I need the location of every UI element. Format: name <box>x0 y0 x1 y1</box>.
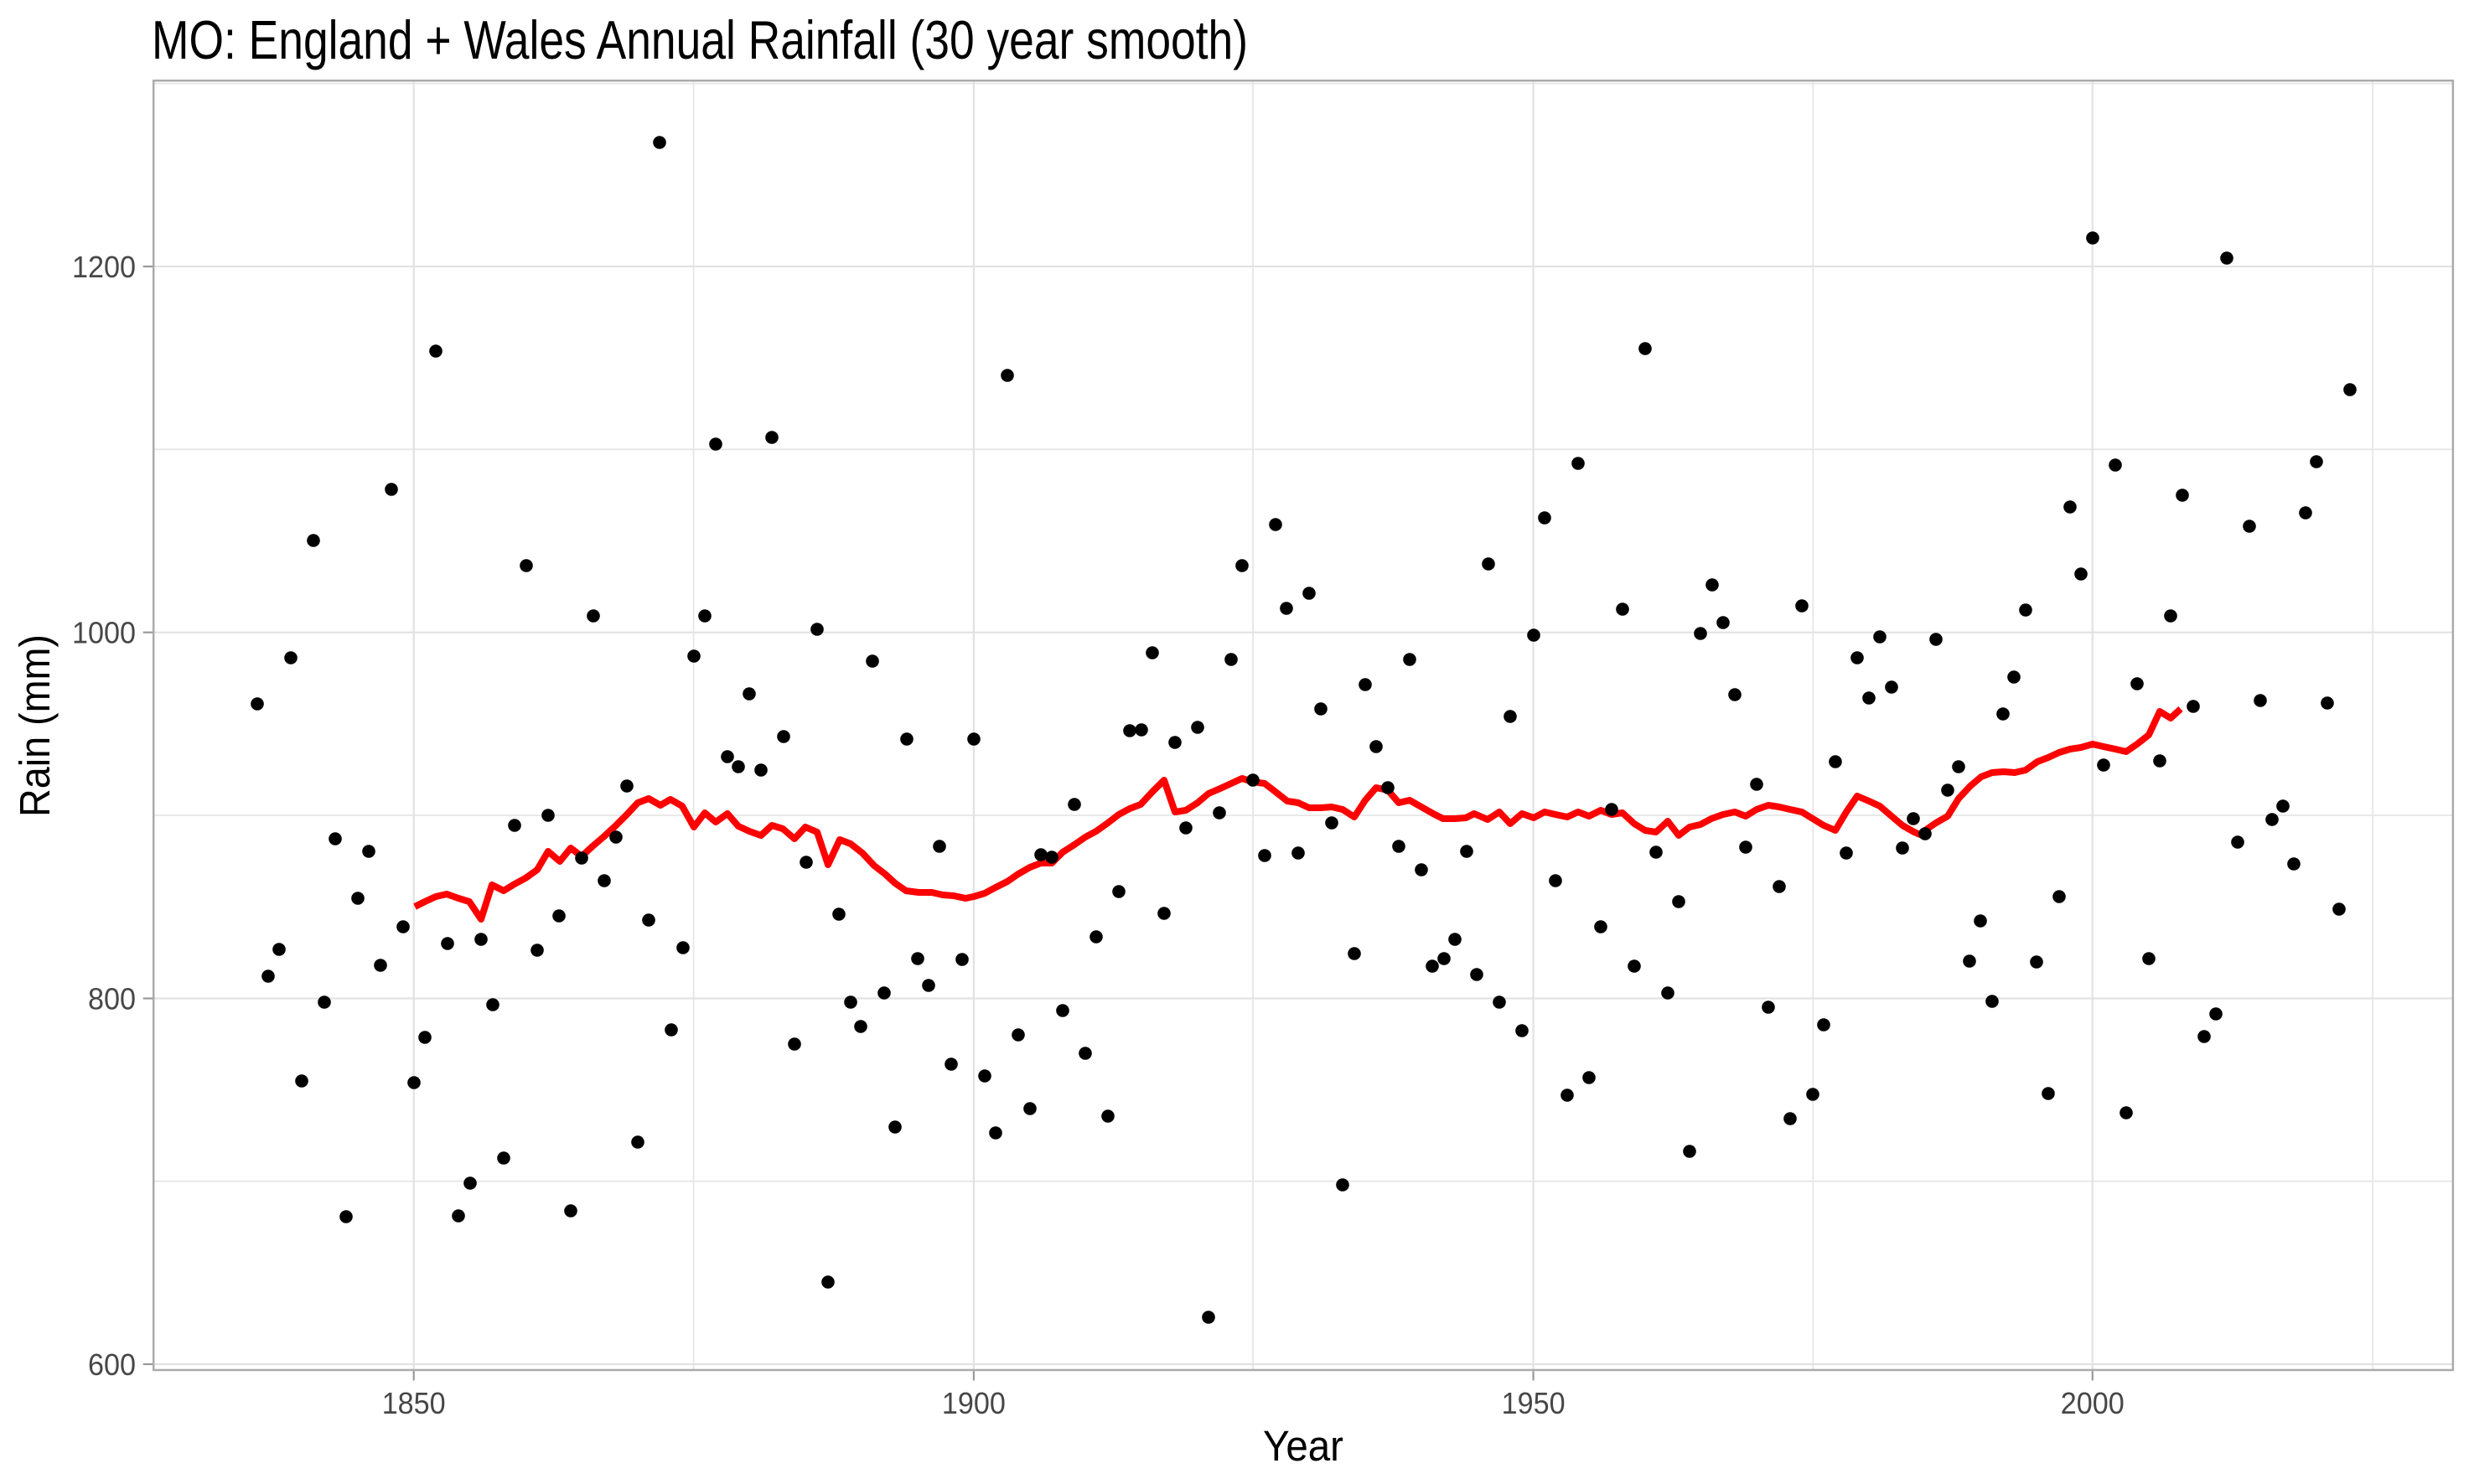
svg-text:MO: England + Wales Annual Rai: MO: England + Wales Annual Rainfall (30 … <box>152 10 1248 70</box>
svg-text:1950: 1950 <box>1502 1386 1566 1420</box>
svg-text:Year: Year <box>1263 1422 1343 1470</box>
svg-text:Rain (mm): Rain (mm) <box>11 634 59 817</box>
svg-text:1900: 1900 <box>942 1386 1006 1420</box>
svg-text:1200: 1200 <box>72 250 136 284</box>
svg-text:1000: 1000 <box>72 616 136 650</box>
svg-text:1850: 1850 <box>382 1386 446 1420</box>
svg-text:600: 600 <box>88 1347 136 1382</box>
svg-text:2000: 2000 <box>2061 1386 2125 1420</box>
svg-text:800: 800 <box>88 982 136 1016</box>
